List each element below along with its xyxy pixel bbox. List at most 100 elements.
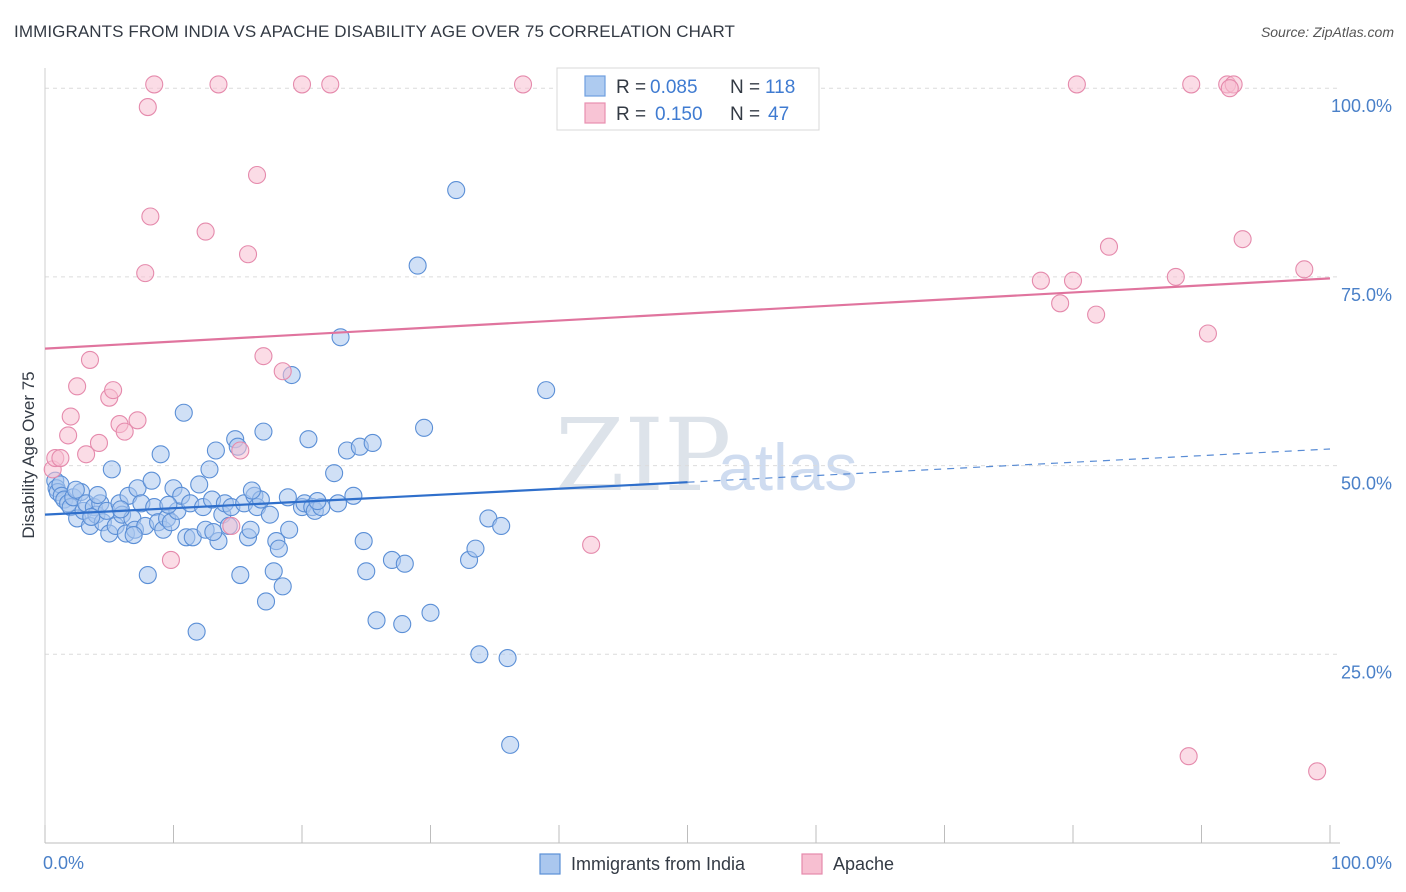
y-tick-label: 75.0% <box>1341 285 1392 305</box>
point-india <box>470 645 489 664</box>
point-india <box>354 532 373 551</box>
legend-n-label-india: N = <box>730 77 760 98</box>
trend-line-india-extension <box>687 448 1331 483</box>
point-apache <box>254 347 273 366</box>
point-india <box>325 464 344 483</box>
point-india <box>260 505 279 524</box>
point-apache <box>1182 75 1201 94</box>
legend-n-label-apache: N = <box>730 104 760 125</box>
legend-r-label-india: R = <box>616 77 646 98</box>
point-india <box>363 433 382 453</box>
point-india <box>138 565 157 585</box>
axes: 25.0% 50.0% 75.0% 100.0% 0.0% 100.0% <box>43 68 1392 873</box>
point-apache <box>196 222 215 241</box>
point-apache <box>59 426 78 445</box>
point-india <box>111 500 130 519</box>
legend-r-value-india: 0.085 <box>650 77 698 98</box>
point-apache <box>104 381 123 400</box>
point-india <box>408 256 427 275</box>
point-apache <box>138 98 157 117</box>
y-tick-label: 100.0% <box>1331 96 1392 116</box>
y-tick-label: 50.0% <box>1341 474 1392 494</box>
point-india <box>466 539 485 558</box>
point-india <box>537 381 556 400</box>
bottom-legend-label-india: Immigrants from India <box>571 854 746 874</box>
point-apache <box>128 411 147 430</box>
trend-line-apache <box>44 277 1331 350</box>
legend-r-label-apache: R = <box>616 104 646 125</box>
point-india <box>241 520 260 539</box>
point-india <box>415 418 434 437</box>
point-apache <box>321 75 340 94</box>
point-apache <box>1179 747 1198 766</box>
legend-swatch-apache <box>584 102 606 124</box>
point-india <box>66 480 85 499</box>
point-india <box>187 622 206 641</box>
point-india <box>151 445 170 464</box>
bottom-legend-label-apache: Apache <box>833 854 894 874</box>
point-apache <box>1067 75 1086 94</box>
point-india <box>328 494 348 513</box>
point-india <box>204 522 223 542</box>
point-apache <box>1031 271 1050 290</box>
point-india <box>264 562 283 581</box>
point-india <box>190 475 209 494</box>
point-india <box>242 481 261 500</box>
point-india <box>492 516 511 536</box>
point-india <box>206 441 225 460</box>
x-tick-label-min: 0.0% <box>43 853 84 873</box>
point-india <box>344 486 363 505</box>
point-india <box>299 430 318 449</box>
point-apache <box>1063 271 1083 290</box>
point-india <box>88 485 107 505</box>
point-apache <box>222 516 241 536</box>
bottom-legend: Immigrants from India Apache <box>539 853 894 875</box>
source-label: Source: ZipAtlas.com <box>1260 24 1394 40</box>
point-apache <box>513 75 533 94</box>
point-india <box>231 565 250 585</box>
point-apache <box>273 362 292 381</box>
trend-line-india <box>44 481 688 516</box>
y-axis-title: Disability Age Over 75 <box>19 371 38 538</box>
point-apache <box>238 245 258 264</box>
x-tick-label-max: 100.0% <box>1331 853 1392 873</box>
point-india <box>174 403 193 422</box>
point-india <box>124 525 143 545</box>
point-apache <box>115 422 134 441</box>
point-apache <box>51 448 70 468</box>
point-apache <box>292 75 312 94</box>
point-india <box>256 592 276 611</box>
point-apache <box>1233 230 1252 249</box>
point-india <box>395 554 414 573</box>
point-apache <box>136 264 155 283</box>
point-india <box>357 562 376 581</box>
point-apache <box>89 433 109 453</box>
point-india <box>393 615 412 634</box>
point-india <box>200 460 219 479</box>
point-india <box>498 649 517 668</box>
legend-r-value-apache: 0.150 <box>655 104 703 125</box>
point-apache <box>247 165 267 185</box>
point-apache <box>77 445 96 464</box>
point-india <box>269 539 288 558</box>
point-apache <box>161 550 180 569</box>
point-apache <box>1099 237 1119 256</box>
point-india <box>142 471 161 490</box>
point-india <box>102 460 121 479</box>
point-india <box>447 181 466 200</box>
point-india <box>501 735 520 754</box>
point-apache <box>145 75 164 94</box>
bottom-legend-swatch-apache <box>801 853 823 875</box>
point-india <box>159 495 178 514</box>
point-india <box>280 520 299 539</box>
point-india <box>367 611 386 630</box>
legend-n-value-india: 118 <box>765 77 795 98</box>
point-apache <box>1295 260 1314 279</box>
point-apache <box>61 407 80 426</box>
legend-swatch-india <box>584 75 606 97</box>
point-apache <box>1198 324 1217 343</box>
data-points <box>43 75 1327 781</box>
point-apache <box>582 535 601 554</box>
trend-lines <box>44 277 1331 516</box>
